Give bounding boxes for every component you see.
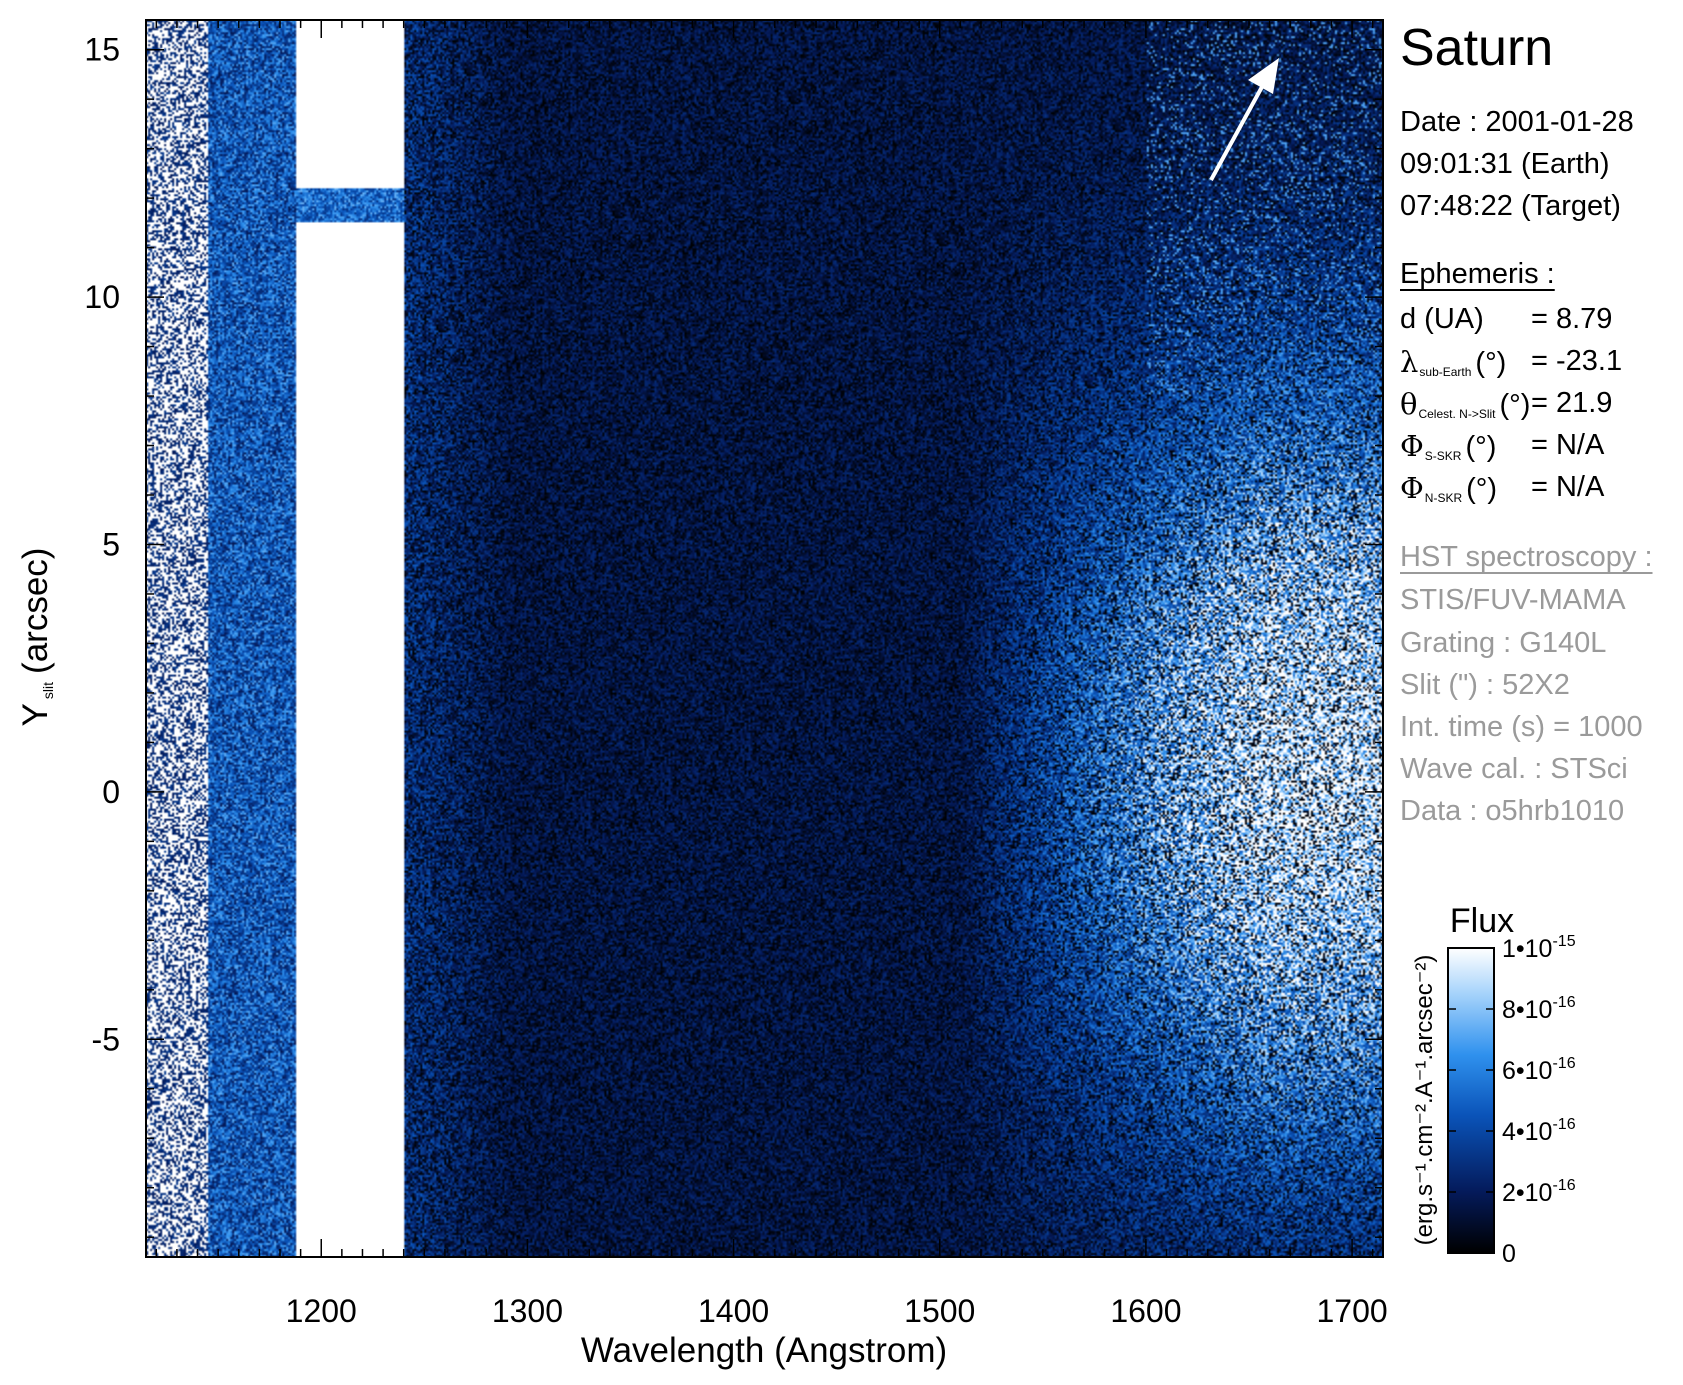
theta-unit: (°) xyxy=(1499,389,1531,421)
colorbar-title: Flux xyxy=(1450,902,1514,940)
slit-line: Slit (") : 52X2 xyxy=(1400,669,1570,701)
x-axis-tick-labels: 1200 1300 1400 1500 1600 1700 xyxy=(286,1293,1388,1329)
grating-line: Grating : G140L xyxy=(1400,627,1607,659)
x-tick-label: 1500 xyxy=(904,1293,975,1329)
plot-frame xyxy=(145,19,1384,1258)
x-tick-label: 1700 xyxy=(1316,1293,1387,1329)
phi-s-unit: (°) xyxy=(1465,431,1497,463)
colorbar-tick-label: 8•10-16 xyxy=(1502,994,1576,1024)
svg-text:Yslit(arcsec): Yslit (arcsec) xyxy=(16,548,56,727)
hst-header: HST spectroscopy : xyxy=(1400,541,1653,573)
target-title: Saturn xyxy=(1400,19,1554,77)
date-line: Date : 2001-01-28 xyxy=(1400,106,1634,138)
colorbar-tick-label: 6•10-16 xyxy=(1502,1055,1576,1085)
theta-row: θCelest. N->Slit (°) = 21.9 xyxy=(1400,387,1612,422)
y-tick-label: 10 xyxy=(84,279,120,315)
phi-n-sub: N-SKR xyxy=(1424,491,1463,505)
y-axis-ticks xyxy=(146,48,1383,1238)
colorbar-tick-label: 4•10-16 xyxy=(1502,1116,1576,1146)
colorbar-unit-text: (erg.s⁻¹.cm⁻².A⁻¹.arcsec⁻²) xyxy=(1411,955,1438,1246)
y-tick-label: 15 xyxy=(84,32,120,68)
lambda-row: λsub-Earth (°) = -23.1 xyxy=(1400,345,1622,380)
phi-n-symbol: Φ xyxy=(1400,471,1424,505)
colorbar-tick-label: 0 xyxy=(1502,1240,1516,1268)
y-axis-label-sub: slit xyxy=(40,682,56,699)
phi-n-unit: (°) xyxy=(1466,473,1498,505)
x-tick-label: 1400 xyxy=(698,1293,769,1329)
north-arrow-icon xyxy=(1209,58,1279,181)
wave-cal-line: Wave cal. : STSci xyxy=(1400,753,1628,785)
x-tick-label: 1200 xyxy=(286,1293,357,1329)
y-tick-label: 0 xyxy=(102,774,120,810)
colorbar-tick-label: 1•10-15 xyxy=(1502,933,1576,963)
time-target-line: 07:48:22 (Target) xyxy=(1400,190,1621,222)
colorbar-tick-label: 2•10-16 xyxy=(1502,1177,1576,1207)
phi-s-value: = N/A xyxy=(1531,429,1605,461)
lambda-unit: (°) xyxy=(1475,347,1507,379)
lambda-symbol: λ xyxy=(1400,345,1419,379)
phi-n-row: ΦN-SKR (°) = N/A xyxy=(1400,471,1604,506)
x-axis-ticks xyxy=(155,20,1374,1257)
phi-s-row: ΦS-SKR (°) = N/A xyxy=(1400,429,1604,464)
lambda-value: = -23.1 xyxy=(1531,345,1623,377)
ephemeris-header: Ephemeris : xyxy=(1400,258,1555,290)
distance-label: d (UA) xyxy=(1400,303,1484,335)
phi-s-symbol: Φ xyxy=(1400,429,1424,463)
phi-s-sub: S-SKR xyxy=(1424,449,1462,463)
phi-n-value: = N/A xyxy=(1531,471,1605,503)
int-time-line: Int. time (s) = 1000 xyxy=(1400,711,1643,743)
y-tick-label: -5 xyxy=(92,1021,120,1057)
colorbar xyxy=(1447,947,1495,1254)
lambda-sub: sub-Earth xyxy=(1419,365,1472,379)
colorbar-unit-label: (erg.s⁻¹.cm⁻².A⁻¹.arcsec⁻²) xyxy=(1411,955,1438,1246)
spectral-image xyxy=(146,20,1383,1257)
colorbar-ticks: 0 2•10-16 4•10-16 6•10-16 8•10-16 1•10-15 xyxy=(1448,933,1576,1268)
y-axis-label-unit: (arcsec) xyxy=(16,548,55,674)
time-earth-line: 09:01:31 (Earth) xyxy=(1400,148,1610,180)
distance-value: = 8.79 xyxy=(1531,303,1613,335)
flux-heatmap xyxy=(146,20,1383,1257)
x-axis-label: Wavelength (Angstrom) xyxy=(581,1331,947,1370)
theta-value: = 21.9 xyxy=(1531,387,1613,419)
y-axis-label: Yslit (arcsec) xyxy=(16,548,56,727)
x-tick-label: 1600 xyxy=(1110,1293,1181,1329)
data-id-line: Data : o5hrb1010 xyxy=(1400,795,1625,827)
y-axis-label-main: Y xyxy=(16,703,55,726)
instrument-line: STIS/FUV-MAMA xyxy=(1400,584,1626,616)
y-tick-label: 5 xyxy=(102,526,120,562)
theta-symbol: θ xyxy=(1400,387,1418,421)
x-tick-label: 1300 xyxy=(492,1293,563,1329)
theta-sub: Celest. N->Slit xyxy=(1418,407,1496,421)
distance-row: d (UA) = 8.79 xyxy=(1400,303,1612,336)
y-axis-tick-labels: -5 0 5 10 15 xyxy=(84,32,120,1058)
